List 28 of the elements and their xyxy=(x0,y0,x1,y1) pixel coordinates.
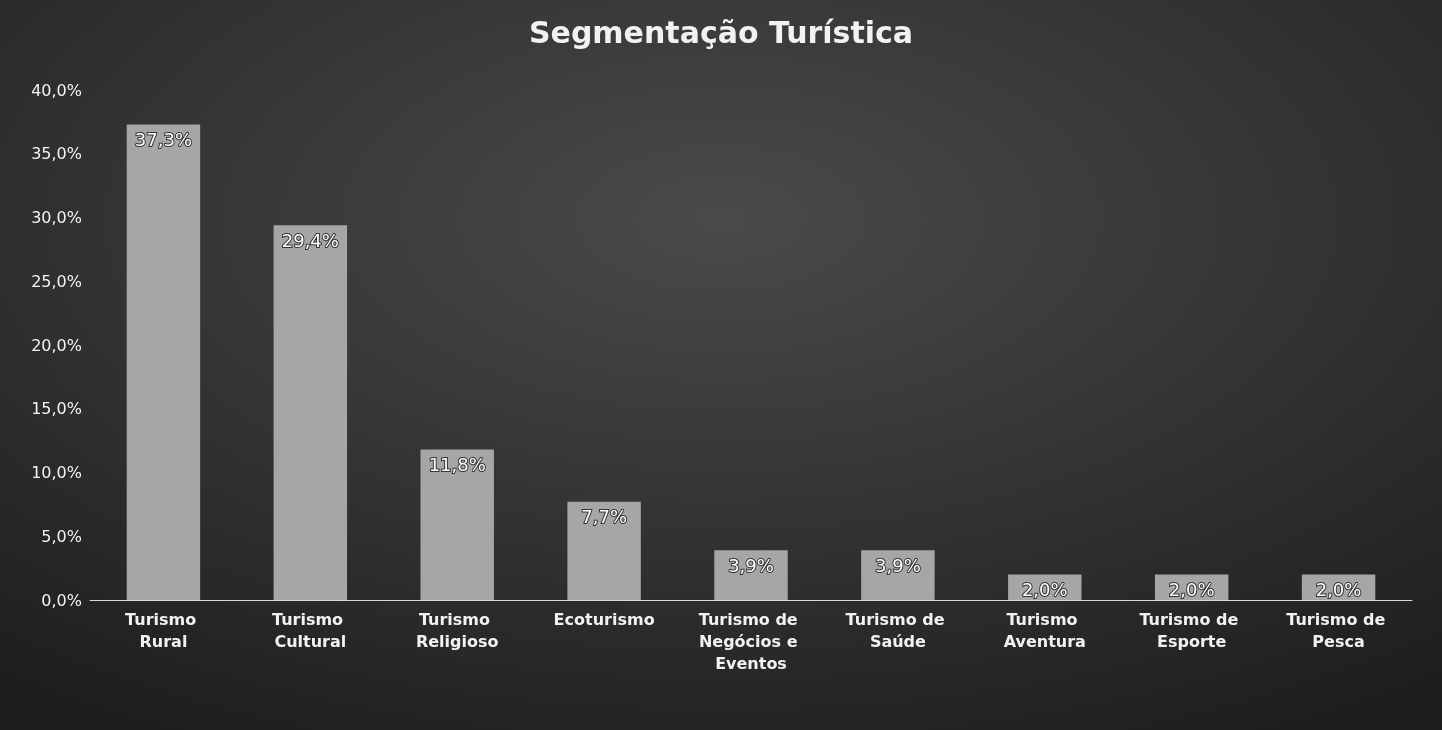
y-tick-label: 15,0% xyxy=(31,399,82,419)
x-tick-label: Turismo Religioso xyxy=(415,609,499,651)
data-label: 37,3% xyxy=(134,128,193,150)
x-tick-label: Turismo Rural xyxy=(125,609,202,651)
data-label: 3,9% xyxy=(728,554,774,576)
y-tick-label: 35,0% xyxy=(31,144,82,164)
x-tick-label: Ecoturismo xyxy=(553,609,655,629)
data-label: 2,0% xyxy=(1168,579,1215,600)
chart-title: Segmentação Turística xyxy=(528,14,914,50)
data-label: 29,4% xyxy=(281,229,339,251)
data-label: 7,7% xyxy=(581,506,627,528)
y-tick-label: 40,0% xyxy=(31,80,82,100)
x-tick-label: Turismo de Esporte xyxy=(1139,609,1244,651)
y-tick-label: 20,0% xyxy=(31,335,82,355)
x-tick-label: Turismo de Saúde xyxy=(845,609,951,651)
x-tick-label: Turismo de Negócios e Eventos xyxy=(698,609,804,673)
data-label: 2,0% xyxy=(1021,579,1068,600)
y-tick-label: 25,0% xyxy=(31,271,82,291)
x-tick-label: Turismo Cultural xyxy=(271,609,349,651)
data-label: 11,8% xyxy=(428,454,486,476)
y-tick-label: 30,0% xyxy=(31,208,82,227)
data-label: 3,9% xyxy=(875,554,921,576)
y-tick-label: 0,0% xyxy=(41,590,82,610)
y-tick-label: 5,0% xyxy=(41,526,82,546)
data-label: 2,0% xyxy=(1315,579,1362,600)
y-tick-label: 10,0% xyxy=(31,463,82,482)
x-tick-label: Turismo Aventura xyxy=(1003,609,1086,651)
x-tick-label: Turismo de Pesca xyxy=(1286,609,1391,651)
